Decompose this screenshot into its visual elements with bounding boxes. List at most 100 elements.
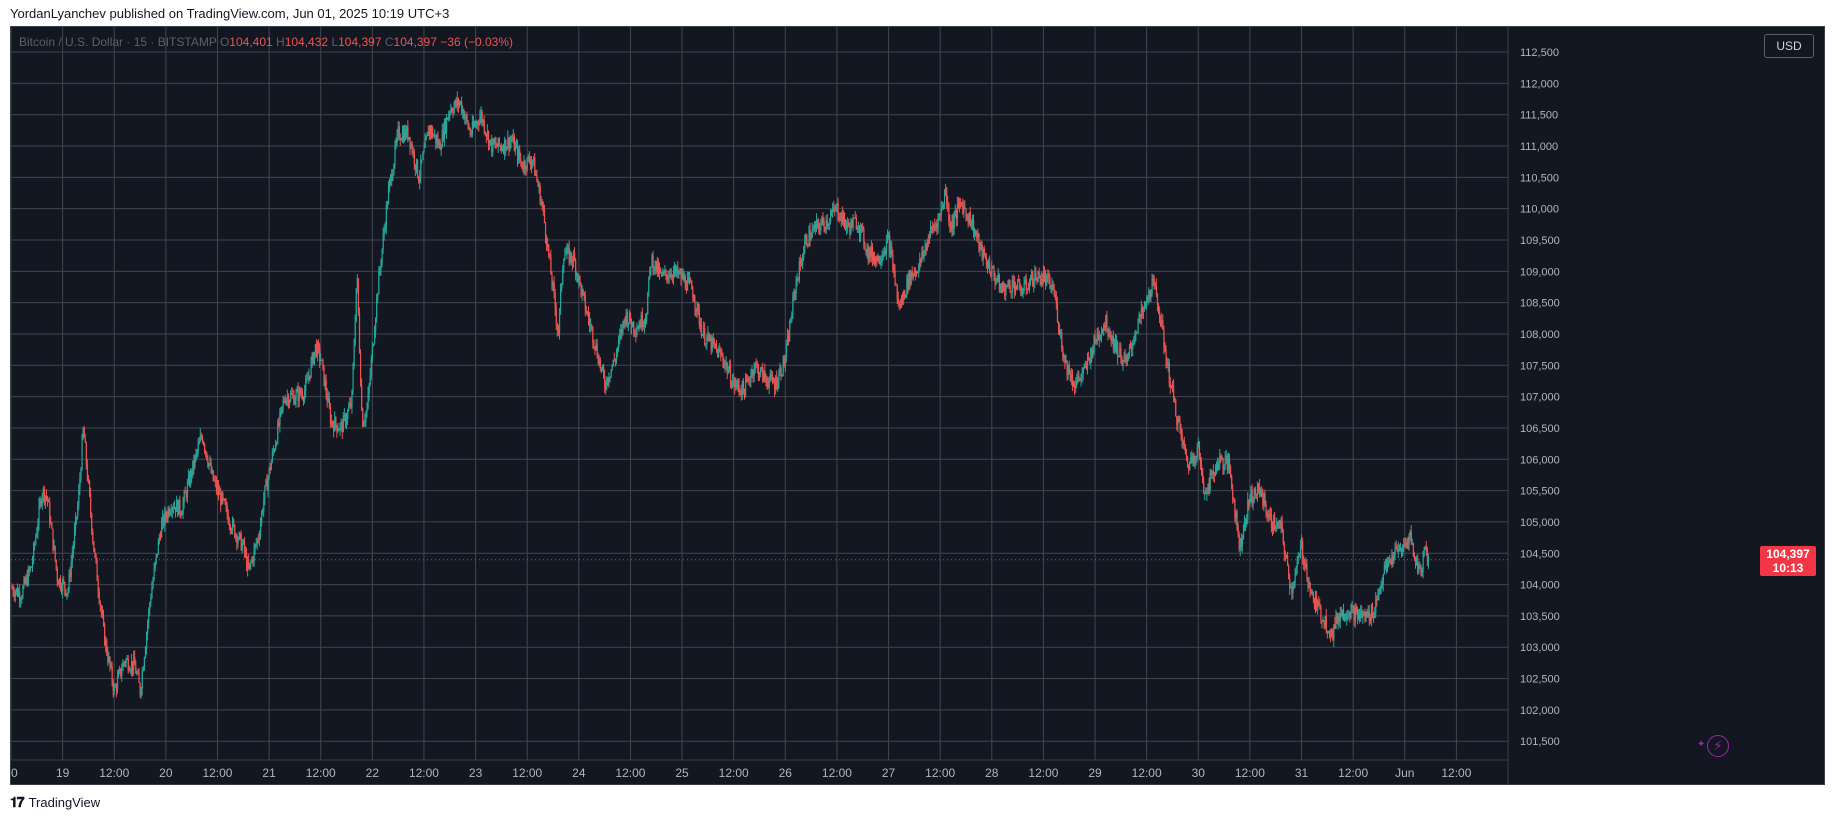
candle-body — [195, 452, 197, 456]
candle-body — [1277, 522, 1279, 524]
candle-body — [1258, 484, 1260, 487]
candle-body — [750, 375, 752, 383]
x-tick-label: 12:00 — [719, 766, 749, 780]
candle-body — [683, 276, 685, 280]
candle-body — [1047, 275, 1049, 277]
symbol-name[interactable]: Bitcoin / U.S. Dollar · 15 · BITSTAMP — [19, 35, 217, 49]
candle-body — [809, 229, 811, 241]
y-tick-label: 106,500 — [1520, 423, 1560, 435]
candle-body — [1053, 288, 1055, 295]
candle-body — [949, 221, 951, 228]
candle-body — [91, 513, 93, 532]
candle-body — [1152, 278, 1154, 280]
candle-body — [629, 312, 632, 323]
candle-body — [1233, 499, 1235, 501]
candle-body — [1327, 631, 1330, 634]
candle-body — [130, 661, 133, 670]
candle-body — [287, 396, 290, 405]
candle-body — [993, 268, 995, 277]
candle-body — [628, 312, 631, 323]
currency-button[interactable]: USD — [1764, 34, 1814, 58]
candle-body — [285, 399, 288, 404]
candle-body — [553, 282, 555, 294]
candle-body — [362, 408, 364, 427]
candle-body — [121, 670, 123, 676]
candle-body — [386, 204, 389, 206]
candle-body — [351, 390, 353, 407]
candle-body — [1304, 563, 1306, 568]
footer-brand[interactable]: 𝟏𝟕 TradingView — [10, 794, 100, 811]
candle-body — [1004, 283, 1006, 296]
lightning-icon[interactable]: ⚡ — [1707, 735, 1729, 757]
candle-body — [691, 281, 693, 290]
candle-body — [263, 498, 265, 512]
x-tick-label: 12:00 — [512, 766, 542, 780]
candle-body — [290, 394, 292, 401]
candle-body — [1064, 355, 1066, 363]
candle-body — [1260, 489, 1262, 496]
candle-body — [249, 563, 251, 569]
candle-body — [152, 579, 154, 588]
candle-body — [338, 429, 340, 431]
x-tick-label: 12:00 — [1028, 766, 1058, 780]
candle-body — [965, 209, 967, 215]
candle-body — [313, 351, 315, 364]
candle-body — [658, 269, 661, 275]
candle-body — [1415, 560, 1417, 564]
candle-body — [412, 151, 414, 154]
candle-body — [542, 205, 545, 210]
candle-body — [676, 267, 678, 274]
candle-body — [862, 226, 864, 230]
candle-body — [175, 506, 177, 512]
candle-body — [265, 479, 267, 486]
candle-body — [560, 289, 562, 310]
candle-body — [686, 278, 689, 291]
candle-body — [352, 365, 354, 391]
candle-body — [601, 367, 604, 369]
candle-body — [893, 269, 895, 271]
candle-body — [102, 615, 105, 624]
candle-body — [111, 665, 113, 683]
candle-body — [522, 168, 524, 170]
candle-body — [1023, 283, 1025, 292]
x-tick-label: 12:00 — [1132, 766, 1162, 780]
candle-body — [308, 375, 310, 380]
candle-body — [162, 515, 164, 523]
candle-body — [1032, 271, 1034, 286]
candle-body — [239, 533, 241, 535]
close-label: C — [384, 35, 394, 49]
candle-body — [365, 412, 367, 421]
candle-body — [238, 533, 240, 540]
candle-body — [529, 162, 532, 166]
candle-body — [1254, 488, 1256, 495]
candle-body — [1006, 285, 1008, 288]
candle-body — [605, 387, 607, 389]
candle-body — [541, 201, 543, 206]
candle-body — [766, 379, 768, 385]
candle-body — [635, 332, 637, 335]
candle-body — [84, 437, 86, 443]
candle-body — [910, 272, 912, 285]
candle-body — [493, 139, 495, 144]
chart-frame[interactable]: 101,500 102,000 102,500 103,000 103,500 104,0… — [10, 26, 1825, 785]
candle-body — [876, 256, 878, 262]
candle-body — [828, 222, 831, 224]
candle-body — [185, 492, 187, 498]
candle-body — [652, 255, 654, 271]
candle-body — [66, 592, 68, 596]
candle-body — [814, 224, 817, 230]
candle-body — [1283, 543, 1286, 554]
candle-body — [1035, 272, 1037, 280]
candle-body — [216, 486, 219, 491]
candle-body — [838, 216, 840, 220]
candle-body — [1127, 352, 1130, 356]
candle-body — [1318, 601, 1320, 604]
candle-body — [991, 266, 993, 277]
x-tick-label: 21 — [262, 766, 276, 780]
candlestick-chart[interactable]: 101,500 102,000 102,500 103,000 103,500 104,0… — [11, 27, 1825, 785]
candle-body — [1392, 556, 1394, 561]
candle-body — [189, 475, 191, 485]
candle-body — [852, 218, 854, 229]
candle-body — [399, 138, 402, 140]
candle-body — [1083, 367, 1085, 369]
